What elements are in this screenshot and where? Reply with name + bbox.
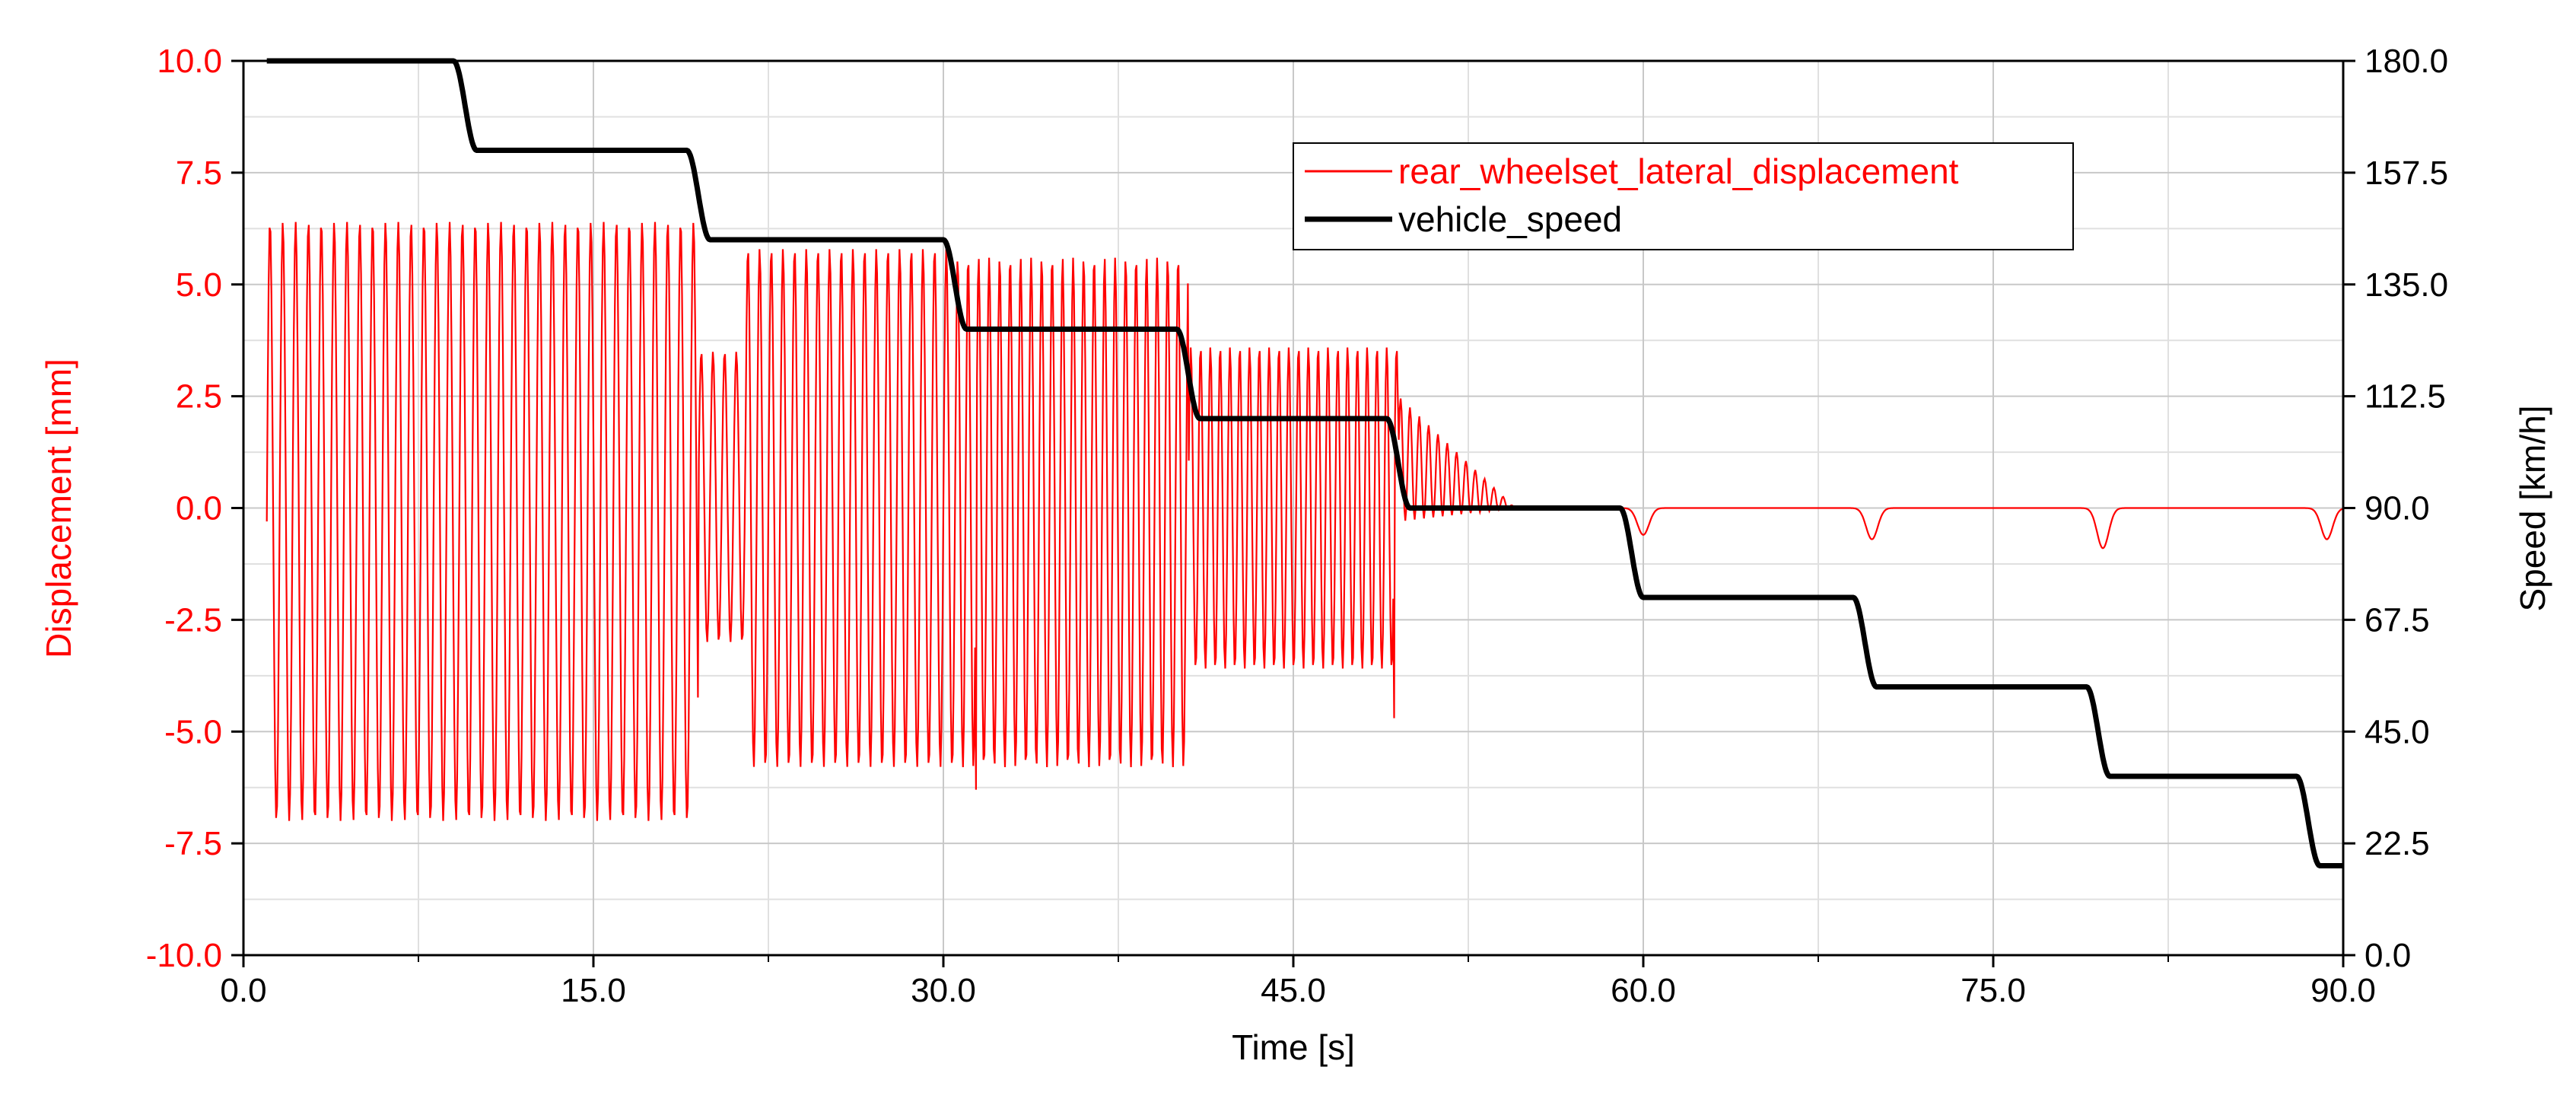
x-axis-tick-labels: 0.0 15.0 30.0 45.0 60.0 75.0 90.0 [220, 972, 2375, 1009]
x-tick-label: 0.0 [220, 972, 266, 1009]
y-right-tick-label: 112.5 [2365, 378, 2446, 416]
y-right-tick-label: 22.5 [2365, 825, 2430, 862]
legend-box [1293, 142, 2074, 250]
axis-ticks [231, 59, 2355, 967]
x-tick-label: 30.0 [911, 972, 976, 1009]
y-right-tick-label: 45.0 [2365, 713, 2430, 750]
y-left-tick-label: -2.5 [164, 601, 222, 639]
speed-line [266, 58, 2345, 868]
y-right-tick-label: 180.0 [2365, 43, 2448, 80]
x-tick-label: 15.0 [561, 972, 626, 1009]
x-tick-label: 75.0 [1961, 972, 2026, 1009]
right-axis-title: Speed [km/h] [2513, 405, 2552, 611]
legend-label-displacement: rear_wheelset_lateral_displacement [1398, 151, 1959, 191]
y-left-tick-label: 5.0 [176, 266, 222, 304]
legend-label-speed: vehicle_speed [1398, 199, 1622, 239]
y-right-tick-label: 67.5 [2365, 601, 2430, 639]
y-left-tick-label: 0.0 [176, 490, 222, 527]
y-right-tick-label: 157.5 [2365, 154, 2448, 192]
y-right-tick-label: 135.0 [2365, 266, 2448, 304]
y-left-tick-label: 2.5 [176, 378, 222, 416]
right-axis-tick-labels: 0.0 22.5 45.0 67.5 90.0 112.5 135.0 157.5 180.0 [2365, 43, 2448, 974]
displacement-series [266, 221, 2343, 821]
left-axis-title: Displacement [mm] [39, 358, 78, 658]
x-axis-title: Time [s] [1232, 1027, 1355, 1067]
legend: rear_wheelset_lateral_displacement vehic… [1293, 142, 2074, 250]
y-right-tick-label: 90.0 [2365, 490, 2430, 527]
y-right-tick-label: 0.0 [2365, 937, 2411, 974]
y-left-tick-label: -10.0 [146, 937, 222, 974]
y-left-tick-label: -7.5 [164, 825, 222, 862]
displacement-line [266, 221, 2343, 821]
y-left-tick-label: -5.0 [164, 713, 222, 750]
left-axis-tick-labels: -10.0 -7.5 -5.0 -2.5 0.0 2.5 5.0 7.5 10.0 [146, 43, 222, 974]
y-left-tick-label: 10.0 [157, 43, 222, 80]
y-left-tick-label: 7.5 [176, 154, 222, 192]
x-tick-label: 60.0 [1611, 972, 1676, 1009]
x-tick-label: 45.0 [1261, 972, 1326, 1009]
x-tick-label: 90.0 [2310, 972, 2376, 1009]
speed-series [266, 58, 2345, 868]
